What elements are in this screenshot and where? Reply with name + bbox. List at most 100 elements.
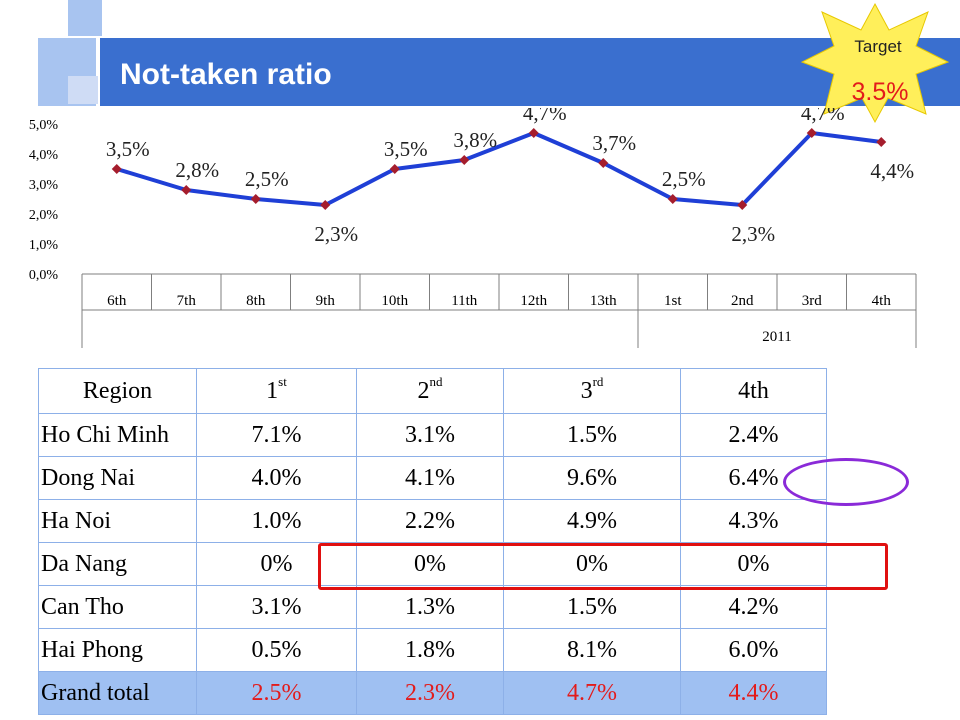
data-label: 4,4%: [870, 159, 914, 183]
data-label: 2,3%: [314, 222, 358, 246]
data-point: [111, 164, 122, 174]
ratio-cell: 0%: [196, 542, 357, 586]
data-point: [320, 200, 331, 210]
y-tick-label: 2,0%: [29, 208, 59, 223]
table-row: Ho Chi Minh 7.1% 3.1% 1.5% 2.4%: [38, 413, 827, 457]
table-row: Dong Nai 4.0% 4.1% 9.6% 6.4%: [38, 456, 827, 500]
ratio-cell: 1.8%: [356, 628, 504, 672]
target-star-shape: [800, 2, 950, 124]
x-tick-label: 4th: [872, 293, 892, 309]
y-tick-label: 4,0%: [29, 148, 59, 163]
region-name: Hai Phong: [38, 628, 197, 672]
table-row: Ha Noi 1.0% 2.2% 4.9% 4.3%: [38, 499, 827, 543]
data-label: 2,5%: [245, 167, 289, 191]
data-label: 4,7%: [523, 108, 567, 125]
ratio-cell: 4.4%: [680, 671, 827, 715]
y-tick-label: 0,0%: [29, 268, 59, 283]
data-label: 3,5%: [106, 137, 150, 161]
data-point: [737, 200, 748, 210]
data-label: 3,5%: [384, 137, 428, 161]
data-point: [528, 128, 539, 138]
table-row: Hai Phong 0.5% 1.8% 8.1% 6.0%: [38, 628, 827, 672]
ratio-cell: 2.3%: [356, 671, 504, 715]
y-tick-label: 3,0%: [29, 178, 59, 193]
chart-frame: 0,0% 1,0% 2,0% 3,0% 4,0% 5,0% 6th 7th 8th 9th 10th…: [29, 118, 917, 348]
x-tick-label: 2nd: [731, 293, 754, 309]
target-label: Target: [854, 37, 902, 56]
x-tick-label: 8th: [246, 293, 266, 309]
dong-nai-4th-highlight-circle: [783, 458, 909, 506]
ratio-cell: 1.5%: [503, 413, 681, 457]
ratio-cell: 3.1%: [356, 413, 504, 457]
region-name: Ho Chi Minh: [38, 413, 197, 457]
ratio-cell: 4.3%: [680, 499, 827, 543]
data-point: [250, 194, 261, 204]
ratio-cell: 3.1%: [196, 585, 357, 629]
ratio-cell: 7.1%: [196, 413, 357, 457]
target-badge: Target 3.5%: [800, 2, 950, 124]
x-tick-label: 1st: [664, 293, 682, 309]
data-label: 2,5%: [662, 167, 706, 191]
column-header: 3rd: [503, 368, 681, 414]
target-value: 3.5%: [852, 78, 909, 106]
chart-series: 3,5% 2,8% 2,5% 2,3% 3,5% 3,8% 4,7% 3,7% 2,5% 2,3%…: [106, 108, 914, 246]
data-point: [389, 164, 400, 174]
y-tick-label: 1,0%: [29, 238, 59, 253]
ratio-cell: 2.5%: [196, 671, 357, 715]
ratio-cell: 1.0%: [196, 499, 357, 543]
column-header: Region: [38, 368, 197, 414]
data-label: 2,3%: [731, 222, 775, 246]
region-name: Grand total: [38, 671, 197, 715]
table-row: Grand total 2.5% 2.3% 4.7% 4.4%: [38, 671, 827, 715]
x-tick-label: 13th: [590, 293, 617, 309]
region-name: Dong Nai: [38, 456, 197, 500]
ratio-cell: 4.1%: [356, 456, 504, 500]
ratio-cell: 2.2%: [356, 499, 504, 543]
header-band: [100, 38, 960, 106]
table-header-row: Region 1st 2nd 3rd 4th: [38, 368, 827, 414]
decor-square: [68, 76, 98, 104]
ratio-cell: 4.9%: [503, 499, 681, 543]
ratio-cell: 1.3%: [356, 585, 504, 629]
x-tick-label: 9th: [316, 293, 336, 309]
region-name: Da Nang: [38, 542, 197, 586]
decor-square: [68, 0, 102, 36]
ratio-cell: 8.1%: [503, 628, 681, 672]
data-point: [598, 158, 609, 168]
x-group-label: 2011: [762, 329, 791, 345]
x-tick-label: 6th: [107, 293, 127, 309]
data-label: 3,8%: [453, 128, 497, 152]
data-point: [181, 185, 192, 195]
column-header: 4th: [680, 368, 827, 414]
y-tick-label: 5,0%: [29, 118, 59, 133]
series-line: [116, 131, 882, 207]
ratio-cell: 4.0%: [196, 456, 357, 500]
table-row: Can Tho 3.1% 1.3% 1.5% 4.2%: [38, 585, 827, 629]
data-label: 4,7%: [801, 108, 845, 125]
data-point: [459, 155, 470, 165]
ratio-cell: 6.0%: [680, 628, 827, 672]
region-name: Ha Noi: [38, 499, 197, 543]
da-nang-highlight-box: [318, 543, 888, 590]
ratio-cell: 0.5%: [196, 628, 357, 672]
data-point: [667, 194, 678, 204]
data-point: [806, 128, 817, 138]
x-tick-label: 7th: [177, 293, 197, 309]
x-tick-label: 12th: [520, 293, 547, 309]
ratio-cell: 2.4%: [680, 413, 827, 457]
x-tick-label: 3rd: [802, 293, 822, 309]
ratio-cell: 4.2%: [680, 585, 827, 629]
data-label: 2,8%: [175, 158, 219, 182]
page-title: Not-taken ratio: [120, 58, 332, 91]
region-name: Can Tho: [38, 585, 197, 629]
column-header: 1st: [196, 368, 357, 414]
data-point: [876, 137, 887, 147]
column-header: 2nd: [356, 368, 504, 414]
ratio-cell: 9.6%: [503, 456, 681, 500]
x-tick-label: 10th: [381, 293, 408, 309]
data-label: 3,7%: [592, 131, 636, 155]
ratio-cell: 1.5%: [503, 585, 681, 629]
x-tick-label: 11th: [451, 293, 478, 309]
line-chart: 0,0% 1,0% 2,0% 3,0% 4,0% 5,0% 6th 7th 8th 9th 10th…: [29, 108, 917, 348]
ratio-cell: 4.7%: [503, 671, 681, 715]
